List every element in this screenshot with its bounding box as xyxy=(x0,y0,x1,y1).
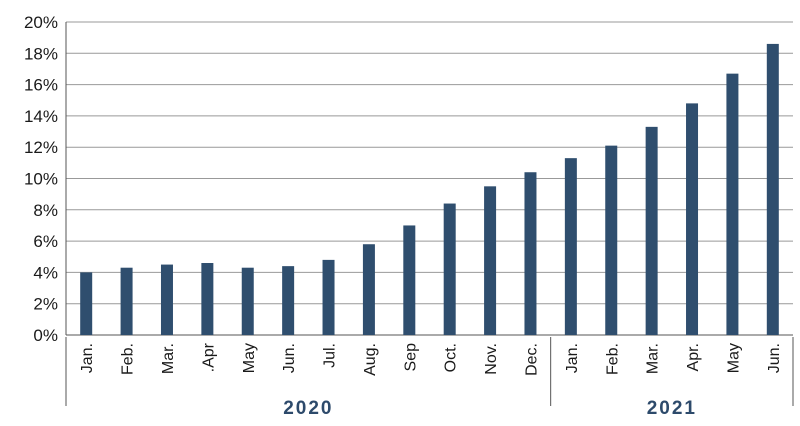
bar xyxy=(524,172,536,335)
bar xyxy=(323,260,335,335)
y-tick-label: 2% xyxy=(33,295,58,314)
bar xyxy=(201,263,213,335)
x-tick-label: Jun. xyxy=(281,343,298,373)
x-tick-label: Mar. xyxy=(645,343,662,374)
x-tick-label: Jun. xyxy=(766,343,783,373)
y-tick-label: 6% xyxy=(33,232,58,251)
bar xyxy=(80,272,92,335)
bar xyxy=(605,146,617,335)
x-tick-label: Nov. xyxy=(483,343,500,375)
x-tick-label: Dec. xyxy=(523,343,540,376)
bar xyxy=(484,186,496,335)
year-group-label: 2020 xyxy=(283,398,333,419)
bar xyxy=(646,127,658,335)
x-tick-label: Mar. xyxy=(160,343,177,374)
bar xyxy=(444,204,456,335)
x-axis-ticks: Jan. Feb. Mar. .Apr May Jun. Jul. Aug. Sep Oct. No… xyxy=(79,342,783,376)
y-tick-label: 16% xyxy=(24,76,58,95)
bar xyxy=(565,158,577,335)
x-tick-label: Sep xyxy=(402,343,419,372)
y-tick-label: 0% xyxy=(33,326,58,345)
y-tick-label: 12% xyxy=(24,138,58,157)
x-tick-label: Apr. xyxy=(685,343,702,371)
y-tick-label: 10% xyxy=(24,170,58,189)
x-tick-label: Oct. xyxy=(443,343,460,372)
x-tick-label: Feb. xyxy=(120,343,137,375)
x-tick-label: Feb. xyxy=(604,343,621,375)
y-tick-label: 4% xyxy=(33,263,58,282)
bar xyxy=(686,103,698,335)
bar xyxy=(363,244,375,335)
y-tick-label: 8% xyxy=(33,201,58,220)
y-axis-ticks: 0% 2% 4% 6% 8% 10% 12% 14% 16% 18% 20% xyxy=(24,13,58,345)
bar xyxy=(403,225,415,335)
y-tick-label: 20% xyxy=(24,13,58,32)
x-tick-label: .Apr xyxy=(200,342,217,372)
year-group-label: 2021 xyxy=(647,398,697,419)
x-tick-label: May xyxy=(241,343,258,373)
x-tick-label: Jan. xyxy=(564,343,581,373)
bar xyxy=(242,268,254,335)
x-tick-label: Jan. xyxy=(79,343,96,373)
bar xyxy=(282,266,294,335)
bar xyxy=(767,44,779,335)
x-tick-label: Jul. xyxy=(322,343,339,368)
y-tick-label: 18% xyxy=(24,44,58,63)
x-tick-label: May xyxy=(725,343,742,373)
bar xyxy=(726,74,738,335)
bar xyxy=(121,268,133,335)
x-tick-label: Aug. xyxy=(362,343,379,376)
y-tick-label: 14% xyxy=(24,107,58,126)
bars xyxy=(80,44,779,335)
bar xyxy=(161,265,173,335)
gridlines xyxy=(66,22,793,335)
